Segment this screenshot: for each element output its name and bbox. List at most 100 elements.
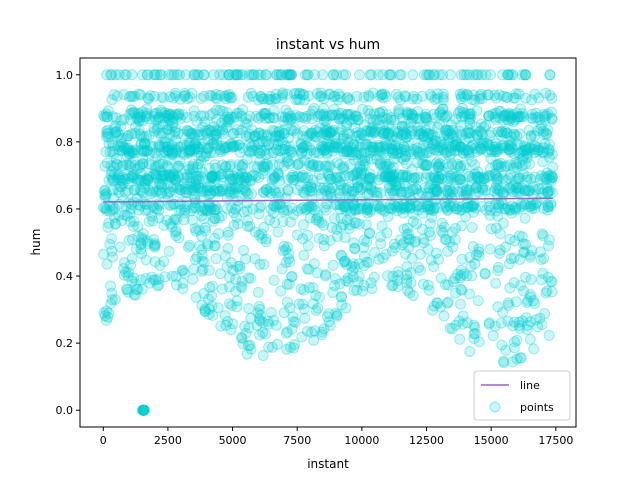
scatter-point bbox=[162, 141, 174, 153]
scatter-point bbox=[335, 142, 347, 154]
scatter-point bbox=[345, 208, 356, 220]
scatter-point bbox=[119, 209, 131, 221]
scatter-point bbox=[487, 330, 499, 342]
scatter-point bbox=[444, 182, 456, 194]
scatter-point bbox=[504, 141, 516, 153]
scatter-point bbox=[288, 125, 300, 137]
scatter-point bbox=[324, 183, 336, 195]
scatter-point bbox=[318, 219, 329, 231]
scatter-point bbox=[189, 197, 201, 209]
scatter-point bbox=[376, 89, 388, 101]
scatter-point bbox=[303, 200, 315, 212]
scatter-point bbox=[466, 222, 478, 233]
scatter-point bbox=[210, 162, 222, 174]
scatter-point bbox=[195, 155, 207, 167]
scatter-point bbox=[394, 234, 406, 246]
scatter-point bbox=[327, 259, 339, 271]
scatter-point bbox=[318, 234, 330, 245]
scatter-point bbox=[257, 160, 268, 172]
scatter-point bbox=[292, 158, 304, 170]
scatter-point bbox=[389, 125, 400, 137]
scatter-point bbox=[498, 355, 509, 367]
y-tick-label: 0.4 bbox=[56, 270, 74, 283]
x-tick-label: 12500 bbox=[409, 434, 444, 447]
scatter-point bbox=[359, 155, 371, 166]
scatter-point bbox=[509, 201, 521, 213]
scatter-point bbox=[306, 127, 318, 139]
scatter-point bbox=[109, 294, 121, 305]
scatter-point bbox=[438, 310, 450, 322]
scatter-point bbox=[116, 145, 128, 157]
scatter-point bbox=[101, 258, 113, 270]
scatter-point bbox=[497, 114, 509, 126]
scatter-point bbox=[295, 148, 307, 160]
scatter-point bbox=[435, 301, 446, 313]
scatter-point bbox=[206, 170, 218, 182]
scatter-point bbox=[547, 171, 559, 183]
scatter-point bbox=[167, 147, 178, 159]
scatter-point bbox=[258, 186, 269, 198]
scatter-point bbox=[258, 93, 270, 105]
scatter-point bbox=[502, 114, 514, 126]
scatter-point bbox=[138, 175, 150, 187]
scatter-point bbox=[122, 144, 134, 156]
scatter-point bbox=[163, 154, 175, 166]
scatter-point bbox=[283, 69, 295, 81]
scatter-point bbox=[456, 185, 468, 197]
scatter-point bbox=[139, 182, 151, 194]
scatter-point bbox=[484, 209, 496, 221]
scatter-point bbox=[182, 125, 194, 137]
scatter-point bbox=[151, 151, 163, 163]
scatter-point bbox=[400, 150, 411, 162]
scatter-point bbox=[538, 128, 549, 140]
scatter-point bbox=[542, 147, 554, 158]
scatter-point bbox=[410, 235, 422, 247]
scatter-point bbox=[252, 137, 264, 149]
scatter-point bbox=[123, 159, 135, 171]
scatter-point bbox=[468, 333, 480, 345]
scatter-point bbox=[513, 111, 525, 123]
scatter-point bbox=[349, 168, 361, 180]
scatter-point bbox=[369, 149, 381, 161]
scatter-point bbox=[211, 139, 223, 151]
scatter-point bbox=[329, 213, 341, 225]
scatter-point bbox=[546, 286, 558, 298]
scatter-point bbox=[495, 317, 507, 329]
scatter-point bbox=[537, 182, 549, 194]
scatter-point bbox=[430, 135, 442, 147]
scatter-point bbox=[475, 88, 487, 100]
scatter-point bbox=[154, 69, 166, 81]
scatter-point bbox=[319, 202, 331, 213]
scatter-point bbox=[499, 203, 511, 215]
scatter-point bbox=[302, 69, 314, 81]
scatter-point bbox=[254, 202, 266, 214]
scatter-point bbox=[449, 145, 461, 157]
scatter-point bbox=[376, 106, 388, 117]
scatter-point bbox=[335, 179, 347, 191]
scatter-point bbox=[442, 296, 454, 308]
scatter-point bbox=[324, 141, 336, 153]
scatter-point bbox=[248, 145, 260, 156]
scatter-point bbox=[216, 210, 228, 222]
scatter-point bbox=[247, 203, 259, 215]
scatter-point bbox=[320, 268, 332, 280]
scatter-point bbox=[207, 138, 219, 149]
scatter-point bbox=[475, 126, 487, 138]
scatter-point bbox=[234, 263, 246, 275]
scatter-point bbox=[368, 125, 380, 136]
scatter-point bbox=[127, 147, 139, 159]
scatter-point bbox=[496, 126, 508, 138]
scatter-point bbox=[281, 296, 293, 308]
scatter-point bbox=[99, 184, 111, 196]
scatter-point bbox=[268, 173, 280, 185]
scatter-point bbox=[498, 357, 510, 369]
scatter-point bbox=[336, 299, 348, 311]
scatter-point bbox=[131, 284, 142, 295]
scatter-point bbox=[178, 172, 190, 184]
scatter-point bbox=[420, 108, 432, 120]
scatter-point bbox=[318, 108, 330, 120]
scatter-point bbox=[216, 181, 228, 193]
scatter-point bbox=[113, 144, 125, 156]
scatter-point bbox=[541, 172, 552, 184]
scatter-point bbox=[138, 131, 150, 143]
